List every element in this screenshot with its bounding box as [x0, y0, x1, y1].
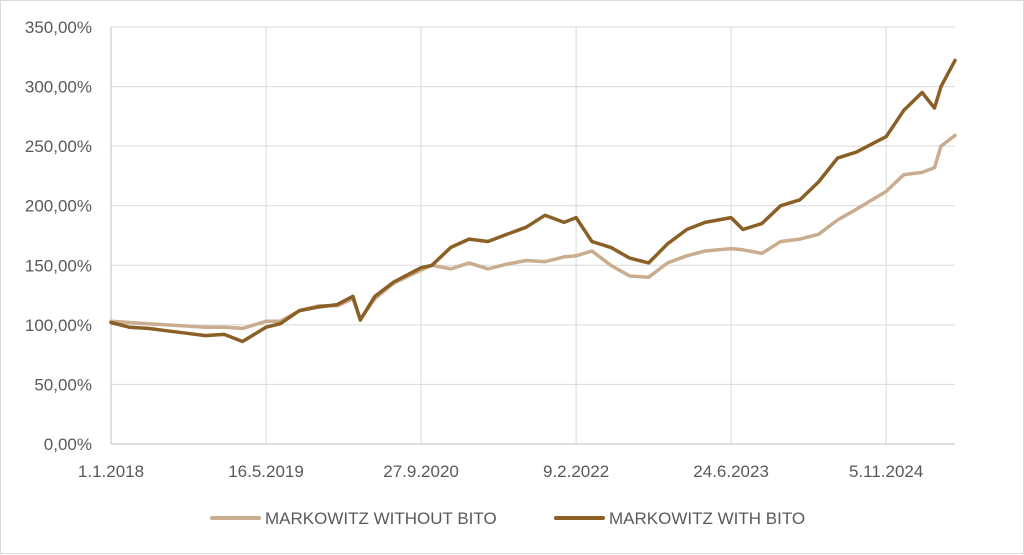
x-tick-label: 24.6.2023 — [693, 462, 769, 481]
legend-label: MARKOWITZ WITHOUT BITO — [265, 509, 497, 528]
x-tick-labels: 1.1.2018 16.5.2019 27.9.2020 9.2.2022 24.6.2… — [78, 462, 923, 481]
axes — [110, 27, 955, 445]
y-tick-label: 300,00% — [25, 78, 92, 97]
y-tick-labels: 0,00% 50,00% 100,00% 150,00% 200,00% 250,00% 3… — [25, 18, 92, 454]
y-tick-label: 150,00% — [25, 256, 92, 275]
y-tick-label: 350,00% — [25, 18, 92, 37]
series-line-with-bito — [109, 58, 957, 344]
x-tick-label: 5.11.2024 — [849, 462, 923, 481]
x-tick-label: 9.2.2022 — [543, 462, 609, 481]
y-tick-label: 200,00% — [25, 197, 92, 216]
y-tick-label: 100,00% — [25, 316, 92, 335]
y-tick-label: 250,00% — [25, 137, 92, 156]
x-tick-label: 27.9.2020 — [383, 462, 459, 481]
x-tick-label: 16.5.2019 — [228, 462, 304, 481]
y-tick-label: 50,00% — [34, 375, 92, 394]
legend-label: MARKOWITZ WITH BITO — [609, 509, 805, 528]
series-line-without-bito — [109, 133, 957, 331]
legend: MARKOWITZ WITHOUT BITO MARKOWITZ WITH BIT… — [210, 509, 805, 528]
y-tick-label: 0,00% — [44, 435, 92, 454]
series-layer — [109, 58, 957, 344]
x-tick-label: 1.1.2018 — [78, 462, 144, 481]
gridlines — [111, 26, 955, 444]
